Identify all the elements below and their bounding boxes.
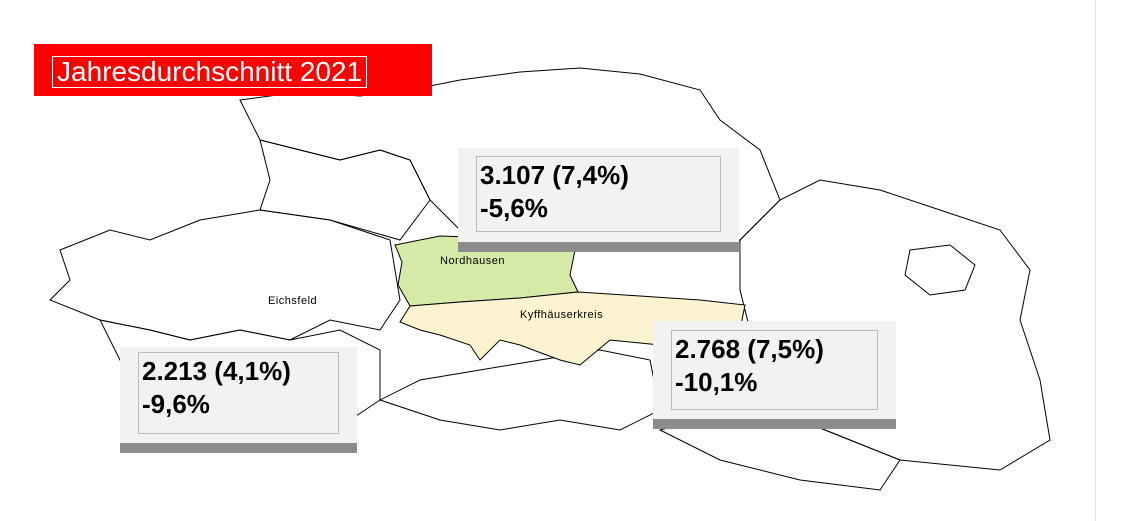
callout-change: -5,6% [480,193,548,223]
callout-value: 3.107 (7,4%) [480,160,629,190]
callout-shadow [120,443,357,453]
callout-change: -9,6% [142,389,210,419]
callout-value: 2.768 (7,5%) [675,334,824,364]
region-outline-city [904,244,976,296]
callout-eichsfeld: 2.213 (4,1%) -9,6% [120,347,357,453]
region-label-eichsfeld: Eichsfeld [268,295,318,307]
region-kyffhaeuserkreis [399,291,746,366]
region-label-nordhausen: Nordhausen [440,255,505,267]
map-title: Jahresdurchschnitt 2021 [52,56,368,88]
region-outline-west [49,209,401,341]
callout-change: -10,1% [675,367,758,397]
region-outline-south [378,349,661,431]
callout-shadow [653,419,896,429]
region-label-kyffhaeuserkreis: Kyffhäuserkreis [520,309,604,321]
region-outline-southeast [658,419,901,491]
title-banner: Jahresdurchschnitt 2021 [34,44,432,96]
callout-nordhausen: 3.107 (7,4%) -5,6% [458,148,739,252]
callout-value: 2.213 (4,1%) [142,356,291,386]
callout-kyffhaeuserkreis: 2.768 (7,5%) -10,1% [653,321,896,429]
region-outline-upperwest [259,139,431,241]
callout-shadow [458,242,739,252]
page-edge-divider [1095,0,1096,521]
